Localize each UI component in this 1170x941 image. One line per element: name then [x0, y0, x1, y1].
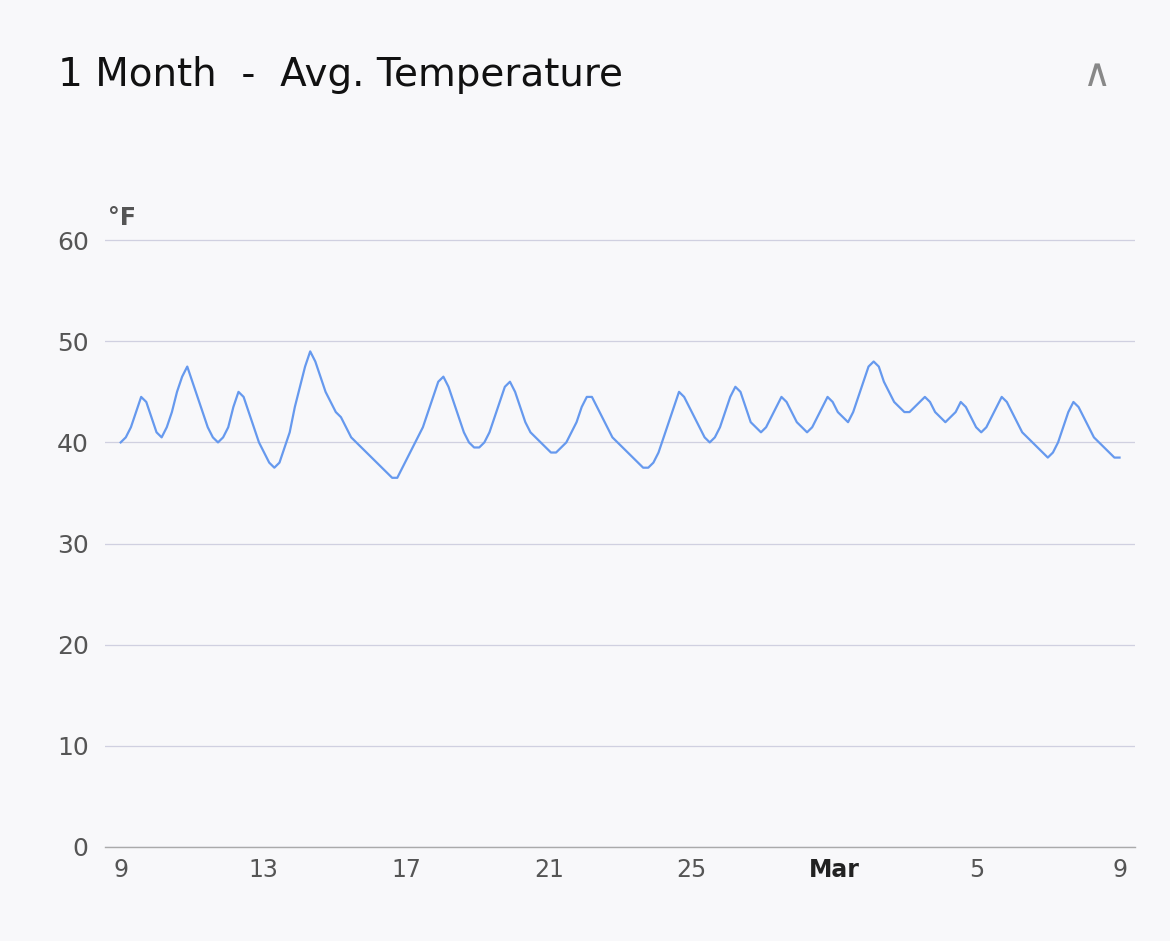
Text: 1 Month  -  Avg. Temperature: 1 Month - Avg. Temperature [58, 56, 624, 94]
Text: °F: °F [108, 206, 136, 230]
Text: ∧: ∧ [1083, 56, 1112, 94]
